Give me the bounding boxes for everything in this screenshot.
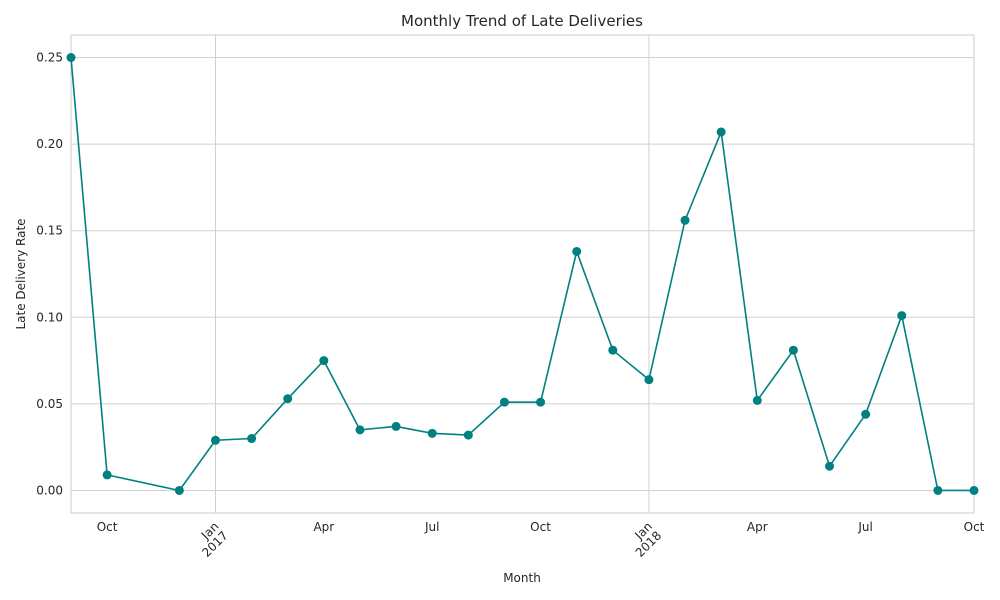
x-tick-label: Oct <box>964 520 985 534</box>
x-tick-label: Oct <box>530 520 551 534</box>
y-tick-label: 0.20 <box>36 137 63 151</box>
series-line <box>70 57 974 492</box>
x-tick-label: Oct <box>97 520 118 534</box>
y-tick-label: 0.10 <box>36 310 63 324</box>
data-point <box>572 246 582 256</box>
data-point <box>247 434 257 444</box>
data-point <box>897 311 907 321</box>
data-point <box>680 215 690 225</box>
chart-title: Monthly Trend of Late Deliveries <box>401 12 643 30</box>
data-point <box>102 470 112 480</box>
grid <box>71 35 974 513</box>
data-point <box>210 435 220 445</box>
data-point <box>427 428 437 438</box>
y-axis: 0.00 0.05 0.10 0.15 0.20 0.25 <box>36 51 63 498</box>
y-tick-label: 0.15 <box>36 224 63 238</box>
data-point <box>716 127 726 137</box>
data-point <box>499 397 509 407</box>
data-point <box>66 53 76 63</box>
series <box>66 53 979 495</box>
data-point <box>788 345 798 355</box>
data-point <box>825 461 835 471</box>
data-point <box>536 397 546 407</box>
data-point <box>933 485 943 495</box>
data-point <box>174 485 184 495</box>
data-point <box>391 421 401 431</box>
x-tick-label: Apr <box>747 520 768 534</box>
data-point <box>283 394 293 404</box>
x-axis-label: Month <box>503 571 541 585</box>
data-point <box>969 485 979 495</box>
x-tick-label: Jul <box>857 520 872 534</box>
data-point <box>644 375 654 385</box>
data-point <box>463 430 473 440</box>
y-axis-label: Late Delivery Rate <box>14 218 28 329</box>
y-tick-label: 0.00 <box>36 483 63 497</box>
data-point <box>861 409 871 419</box>
data-point <box>608 345 618 355</box>
data-point <box>319 356 329 366</box>
plot-area <box>70 34 975 514</box>
y-tick-label: 0.05 <box>36 397 63 411</box>
data-point <box>355 425 365 435</box>
y-tick-label: 0.25 <box>36 51 63 65</box>
data-point <box>752 395 762 405</box>
x-tick-label: Jul <box>424 520 439 534</box>
x-tick-label: Apr <box>313 520 334 534</box>
